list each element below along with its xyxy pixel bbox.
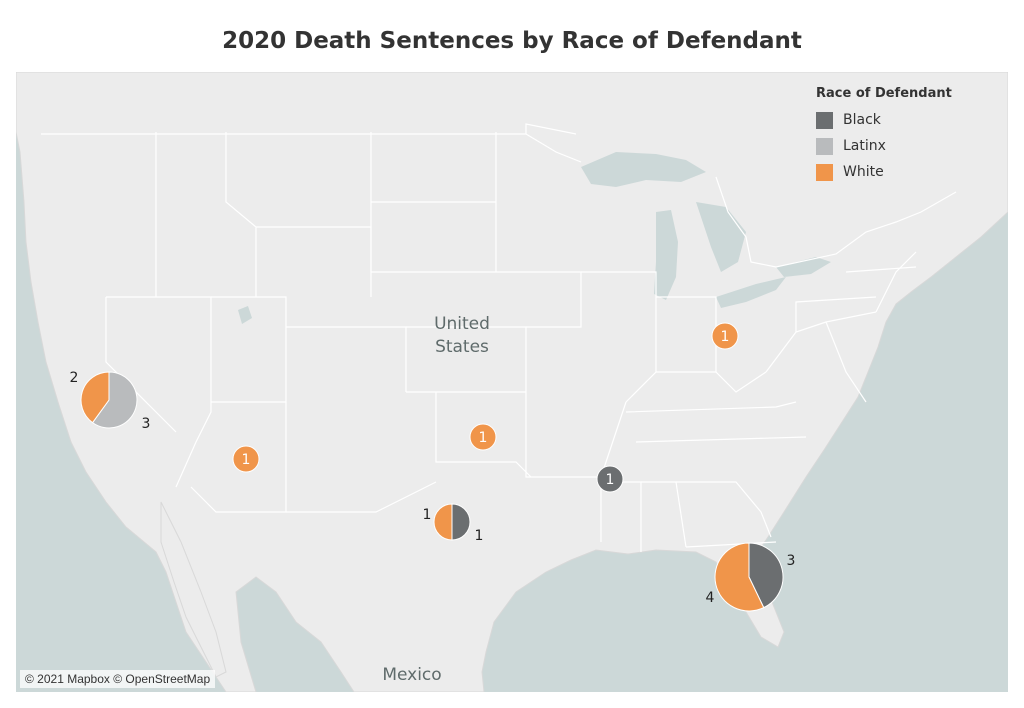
lake-superior <box>581 152 706 187</box>
legend-item-latinx[interactable]: Latinx <box>816 133 952 159</box>
chart-title: 2020 Death Sentences by Race of Defendan… <box>222 28 802 54</box>
pie-slice-white[interactable] <box>232 445 260 473</box>
count-label: 1 <box>242 452 251 468</box>
legend-item-white[interactable]: White <box>816 159 952 185</box>
legend: Race of Defendant Black Latinx White <box>816 86 952 185</box>
count-label-black: 1 <box>475 528 484 544</box>
country-label-line2: States <box>435 337 489 357</box>
legend-label-white: White <box>843 164 884 180</box>
count-label-white: 2 <box>70 370 79 386</box>
marker-florida[interactable]: 43 <box>706 542 796 612</box>
pie-slice-black[interactable] <box>451 503 471 541</box>
pie-slice-latinx[interactable] <box>91 371 138 429</box>
count-label: 1 <box>721 329 730 345</box>
count-label-white: 4 <box>706 590 715 606</box>
count-label-latinx: 3 <box>142 416 151 432</box>
marker-mississippi[interactable]: 1 <box>596 465 624 493</box>
lake-ontario <box>776 257 831 277</box>
legend-label-latinx: Latinx <box>843 138 886 154</box>
count-label-black: 3 <box>787 553 796 569</box>
marker-ohio[interactable]: 1 <box>711 322 739 350</box>
country-label-line1: United <box>434 314 490 334</box>
pie-slice-white[interactable] <box>714 542 765 612</box>
lake-erie <box>716 277 786 308</box>
marker-arizona[interactable]: 1 <box>232 445 260 473</box>
land-baja <box>160 501 227 678</box>
count-label-white: 1 <box>423 507 432 523</box>
legend-swatch-latinx <box>816 137 833 155</box>
legend-label-black: Black <box>843 112 881 128</box>
mexico-label: Mexico <box>382 665 441 685</box>
pie-slice-white[interactable] <box>433 503 453 541</box>
count-label: 1 <box>606 472 615 488</box>
map-svg <box>16 72 1008 692</box>
great-salt-lake <box>238 306 252 324</box>
legend-item-black[interactable]: Black <box>816 107 952 133</box>
pie-slice-white[interactable] <box>80 371 110 424</box>
pie-slice-black[interactable] <box>596 465 624 493</box>
marker-texas[interactable]: 11 <box>423 503 484 544</box>
pie-slice-white[interactable] <box>711 322 739 350</box>
legend-swatch-black <box>816 111 833 129</box>
pie-slice-black[interactable] <box>748 542 784 609</box>
legend-title: Race of Defendant <box>816 86 952 101</box>
map-attribution[interactable]: © 2021 Mapbox © OpenStreetMap <box>20 670 216 688</box>
borders <box>41 123 957 552</box>
marker-oklahoma[interactable]: 1 <box>469 423 497 451</box>
pie-slice-white[interactable] <box>469 423 497 451</box>
lake-michigan <box>654 210 678 300</box>
marker-california[interactable]: 23 <box>70 370 151 432</box>
count-label: 1 <box>479 430 488 446</box>
legend-swatch-white <box>816 163 833 181</box>
